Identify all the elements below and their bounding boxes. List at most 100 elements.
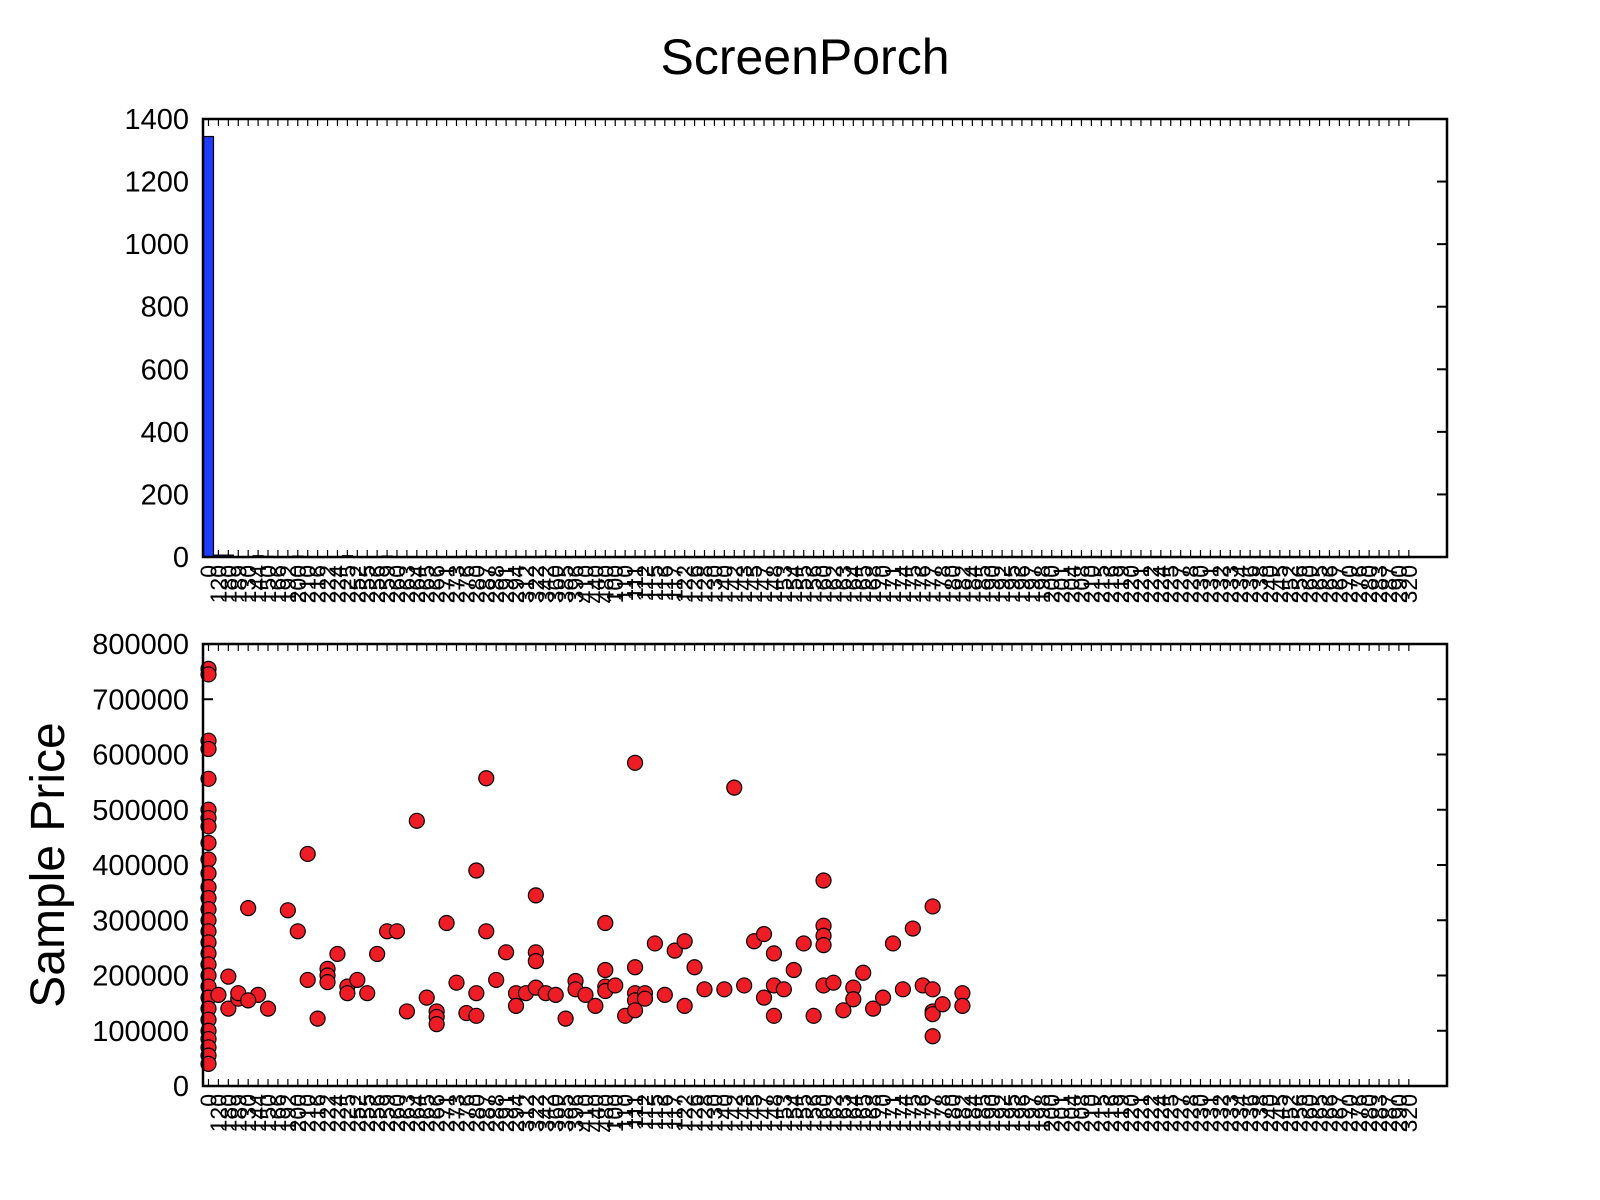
bar-x-tick-label: 280 xyxy=(463,565,489,603)
bar-x-tick-label: 196 xyxy=(1009,565,1035,603)
scatter-point xyxy=(696,981,713,998)
scatter-y-tick-label: 800000 xyxy=(92,629,189,661)
bar-x-tick-label: 175 xyxy=(900,565,926,603)
bar-x-tick-label: 266 xyxy=(1316,565,1342,603)
bar-x-tick-label: 190 xyxy=(979,565,1005,603)
scatter-point xyxy=(428,1016,445,1033)
bar-x-tick-label: 180 xyxy=(940,565,966,603)
scatter-x-tick-label: 210 xyxy=(1078,1094,1104,1132)
scatter-x-tick-label: 204 xyxy=(1059,1094,1085,1133)
bar-x-tick-label: 201 xyxy=(1049,565,1075,603)
bar-x-tick-label: 221 xyxy=(1128,565,1154,603)
scatter-x-tick-label: 276 xyxy=(1346,1094,1372,1132)
bar-x-tick-label: 115 xyxy=(642,565,668,602)
scatter-y-ticks: 0 100000 200000 300000 400000 500000 600000 700… xyxy=(92,629,1447,1103)
bar-x-tick-label: 256 xyxy=(364,565,390,603)
scatter-point xyxy=(240,992,257,1009)
scatter-x-tick-label: 259 xyxy=(374,1094,400,1132)
bar-marks xyxy=(202,135,1415,559)
bar-x-tick-label: 320 xyxy=(1396,565,1422,603)
scatter-point xyxy=(557,1010,574,1027)
scatter-x-tick-label: 166 xyxy=(265,1094,291,1132)
bar-x-tick-label: 180 xyxy=(215,565,241,603)
scatter-y-tick-label: 700000 xyxy=(92,684,189,716)
bar-x-tick-label: 0 xyxy=(196,565,222,578)
bar-x-tick-label: 480 xyxy=(592,565,618,603)
scatter-point xyxy=(200,818,217,835)
scatter-x-tick-label: 280 xyxy=(463,1094,489,1132)
scatter-point xyxy=(765,1007,783,1024)
scatter-x-tick-label: 216 xyxy=(1098,1094,1124,1132)
bar-x-tick-label: 265 xyxy=(1307,565,1333,603)
bar-x-tick-label: 122 xyxy=(672,565,698,603)
scatter-x-tick-label: 177 xyxy=(920,1094,946,1132)
bar-x-tick-label: 234 xyxy=(1227,565,1253,604)
scatter-point xyxy=(210,986,227,1003)
scatter-point xyxy=(289,923,306,940)
scatter-x-tick-label: 225 xyxy=(334,1094,360,1132)
scatter-x-tick-label: 222 xyxy=(1138,1094,1164,1132)
bar-x-tick-label: 126 xyxy=(682,565,708,603)
bar-x-tick-label: 260 xyxy=(1297,565,1323,603)
scatter-point xyxy=(478,770,495,787)
bar-y-ticks: 0 200 400 600 800 1000 1200 1400 xyxy=(124,104,1447,574)
scatter-point xyxy=(845,991,862,1008)
bar-x-tick-label: 147 xyxy=(751,565,777,603)
bar-x-tick-label: 276 xyxy=(453,565,479,603)
scatter-x-tick-label: 276 xyxy=(453,1094,479,1132)
scatter-point xyxy=(954,997,971,1014)
bar-x-tick-label: 227 xyxy=(1168,565,1194,603)
bar-x-tick-label: 252 xyxy=(1277,565,1303,603)
scatter-x-tick-label: 231 xyxy=(1197,1094,1223,1132)
scatter-point xyxy=(468,985,485,1002)
bar-x-tick-label: 216 xyxy=(1098,565,1124,603)
scatter-x-tick-label: 256 xyxy=(364,1094,390,1132)
scatter-x-tick-label: 178 xyxy=(930,1094,956,1132)
bar-x-tick-label: 385 xyxy=(553,565,579,603)
scatter-x-tick-label: 155 xyxy=(791,1094,817,1132)
scatter-x-tick-label: 222 xyxy=(315,1094,341,1132)
scatter-x-tick-label: 271 xyxy=(434,1094,460,1132)
bar-x-tick-label: 112 xyxy=(632,565,658,602)
scatter-x-tick-label: 265 xyxy=(1307,1094,1333,1132)
scatter-x-tick-label: 396 xyxy=(563,1094,589,1132)
bar-y-tick-label: 400 xyxy=(141,417,189,449)
scatter-x-tick-label: 224 xyxy=(324,1094,350,1133)
scatter-x-tick-label: 267 xyxy=(1326,1094,1352,1132)
scatter-x-tick-label: 287 xyxy=(1376,1094,1402,1132)
scatter-x-tick-label: 312 xyxy=(513,1094,539,1132)
scatter-x-tick-label: 263 xyxy=(394,1094,420,1132)
scatter-point xyxy=(597,961,614,979)
scatter-point xyxy=(597,914,614,932)
scatter-plot-frame xyxy=(201,642,1449,1088)
scatter-x-tick-label: 111 xyxy=(622,1094,648,1129)
bar-x-tick-label: 189 xyxy=(225,565,251,603)
scatter-y-axis-label: Sample Price xyxy=(22,722,75,1007)
scatter-x-tick-label: 145 xyxy=(741,1094,767,1132)
bar-x-tick-label: 215 xyxy=(1088,565,1114,603)
bar-x-tick-label: 291 xyxy=(493,565,519,603)
scatter-x-tick-label: 122 xyxy=(672,1094,698,1132)
bar-plot-frame xyxy=(201,117,1449,559)
scatter-x-tick-label: 192 xyxy=(989,1094,1015,1132)
bar-x-tick-label: 192 xyxy=(989,565,1015,603)
bar-x-tick-label: 232 xyxy=(1207,565,1233,603)
scatter-x-tick-label: 180 xyxy=(940,1094,966,1132)
bar-x-tick-label: 252 xyxy=(344,565,370,603)
scatter-x-tick-label: 216 xyxy=(305,1094,331,1132)
scatter-x-tick-label: 200 xyxy=(285,1094,311,1132)
scatter-x-tick-label: 120 xyxy=(205,1094,231,1132)
scatter-point xyxy=(468,1007,485,1024)
bar-x-tick-label: 130 xyxy=(235,565,261,603)
scatter-x-tick-label: 130 xyxy=(235,1094,261,1132)
scatter-point xyxy=(855,964,872,981)
scatter-x-tick-label: 165 xyxy=(850,1094,876,1132)
bar-x-tick-label: 266 xyxy=(424,565,450,603)
scatter-point xyxy=(755,989,773,1006)
scatter-point xyxy=(587,997,604,1014)
bar-x-tick-label: 294 xyxy=(503,565,529,604)
scatter-point xyxy=(200,1055,217,1073)
scatter-x-tick-label: 260 xyxy=(384,1094,410,1132)
scatter-x-tick-label: 168 xyxy=(860,1094,886,1132)
bar-x-tick-label: 230 xyxy=(1188,565,1214,603)
